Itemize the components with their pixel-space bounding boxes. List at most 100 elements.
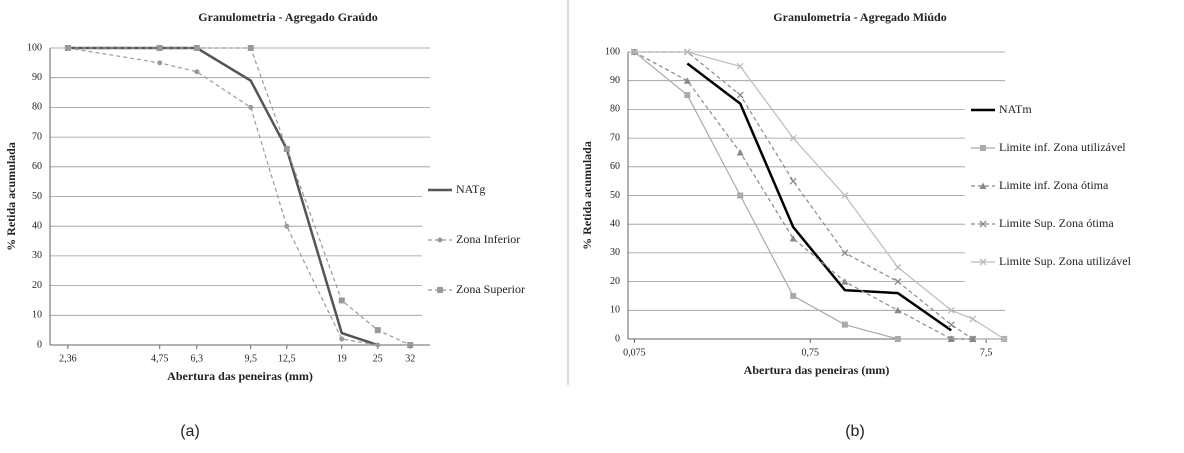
point-marker bbox=[683, 77, 691, 84]
point-marker bbox=[894, 278, 902, 286]
y-tick-label: 50 bbox=[610, 190, 620, 201]
chart-title: Granulometria - Agregado Graúdo bbox=[198, 10, 377, 24]
marker-shape bbox=[339, 336, 345, 342]
marker-shape bbox=[683, 48, 691, 56]
point-marker bbox=[737, 192, 744, 199]
y-tick-label: 40 bbox=[32, 220, 42, 231]
marker-shape bbox=[841, 321, 848, 328]
point-marker bbox=[736, 148, 744, 156]
legend-box bbox=[965, 90, 1184, 285]
y-tick-label: 10 bbox=[32, 310, 42, 321]
marker-shape bbox=[841, 249, 849, 257]
point-marker bbox=[630, 48, 638, 56]
point-marker bbox=[338, 297, 345, 304]
legend-box bbox=[422, 170, 564, 335]
legend-label: NATm bbox=[999, 102, 1032, 116]
marker-shape bbox=[194, 69, 200, 75]
point-marker bbox=[841, 321, 848, 328]
marker-shape bbox=[736, 148, 744, 156]
point-marker bbox=[894, 263, 902, 271]
marker-shape bbox=[947, 335, 955, 342]
marker-shape bbox=[894, 263, 902, 271]
point-marker bbox=[947, 306, 955, 314]
series-line bbox=[67, 47, 411, 346]
point-marker bbox=[283, 145, 290, 152]
marker-shape bbox=[947, 321, 955, 329]
marker-shape bbox=[157, 60, 163, 66]
marker-shape bbox=[736, 91, 744, 99]
point-marker bbox=[969, 315, 977, 323]
x-tick-label: 0,075 bbox=[623, 347, 646, 358]
point-marker bbox=[790, 292, 797, 299]
marker-shape bbox=[894, 336, 901, 342]
point-marker bbox=[947, 321, 955, 329]
marker-shape bbox=[979, 182, 987, 189]
marker-shape bbox=[789, 235, 797, 242]
marker-shape bbox=[284, 223, 290, 229]
x-tick-label: 4,75 bbox=[151, 353, 169, 364]
point-marker bbox=[247, 45, 254, 51]
y-tick-label: 50 bbox=[32, 191, 42, 202]
marker-shape bbox=[969, 315, 977, 323]
marker-shape bbox=[437, 237, 443, 243]
point-marker bbox=[894, 306, 902, 314]
point-marker bbox=[193, 45, 200, 51]
x-tick-label: 7,5 bbox=[980, 347, 993, 358]
point-marker bbox=[437, 287, 443, 293]
point-marker bbox=[841, 278, 849, 285]
y-tick-label: 90 bbox=[610, 75, 620, 86]
marker-shape bbox=[684, 92, 691, 99]
y-tick-label: 60 bbox=[32, 161, 42, 172]
legend-label: Limite Sup. Zona utilizável bbox=[999, 254, 1132, 268]
series-line bbox=[687, 63, 1004, 339]
y-tick-label: 80 bbox=[32, 102, 42, 113]
legend-label: Zona Superior bbox=[456, 282, 525, 296]
y-tick-label: 100 bbox=[27, 42, 42, 53]
marker-shape bbox=[193, 45, 200, 51]
marker-shape bbox=[374, 327, 381, 334]
y-axis-label: % Retida acumulada bbox=[580, 141, 594, 250]
marker-shape bbox=[789, 177, 797, 185]
point-marker bbox=[339, 336, 345, 342]
point-marker bbox=[736, 62, 744, 70]
marker-shape bbox=[979, 220, 987, 228]
y-tick-label: 70 bbox=[32, 131, 42, 142]
marker-shape bbox=[64, 45, 71, 51]
marker-shape bbox=[980, 145, 986, 151]
point-marker bbox=[980, 145, 986, 151]
point-marker bbox=[979, 258, 987, 266]
marker-shape bbox=[737, 192, 744, 199]
marker-shape bbox=[630, 48, 638, 56]
marker-shape bbox=[979, 258, 987, 266]
legend-label: Zona Inferior bbox=[456, 232, 520, 246]
point-marker bbox=[789, 235, 797, 242]
marker-shape bbox=[247, 45, 254, 51]
x-tick-label: 25 bbox=[373, 353, 383, 364]
y-tick-label: 30 bbox=[32, 250, 42, 261]
x-tick-label: 2,36 bbox=[59, 353, 77, 364]
marker-shape bbox=[375, 342, 381, 348]
point-marker bbox=[375, 342, 381, 348]
point-marker bbox=[248, 104, 254, 110]
marker-shape bbox=[894, 278, 902, 286]
marker-shape bbox=[969, 335, 977, 343]
point-marker bbox=[894, 336, 901, 342]
y-tick-label: 40 bbox=[610, 218, 620, 229]
x-tick-label: 9,5 bbox=[244, 353, 257, 364]
point-marker bbox=[736, 91, 744, 99]
marker-shape bbox=[338, 297, 345, 304]
marker-shape bbox=[283, 145, 290, 152]
point-marker bbox=[789, 134, 797, 142]
y-tick-label: 20 bbox=[32, 280, 42, 291]
x-tick-label: 19 bbox=[337, 353, 347, 364]
caption: (a) bbox=[180, 423, 200, 440]
marker-shape bbox=[841, 278, 849, 285]
y-tick-label: 0 bbox=[615, 333, 620, 344]
legend-label: Limite Sup. Zona ótima bbox=[999, 216, 1114, 230]
point-marker bbox=[683, 48, 691, 56]
marker-shape bbox=[248, 104, 254, 110]
y-tick-label: 30 bbox=[610, 247, 620, 258]
point-marker bbox=[1000, 335, 1008, 343]
point-marker bbox=[64, 45, 71, 51]
marker-shape bbox=[156, 45, 163, 51]
